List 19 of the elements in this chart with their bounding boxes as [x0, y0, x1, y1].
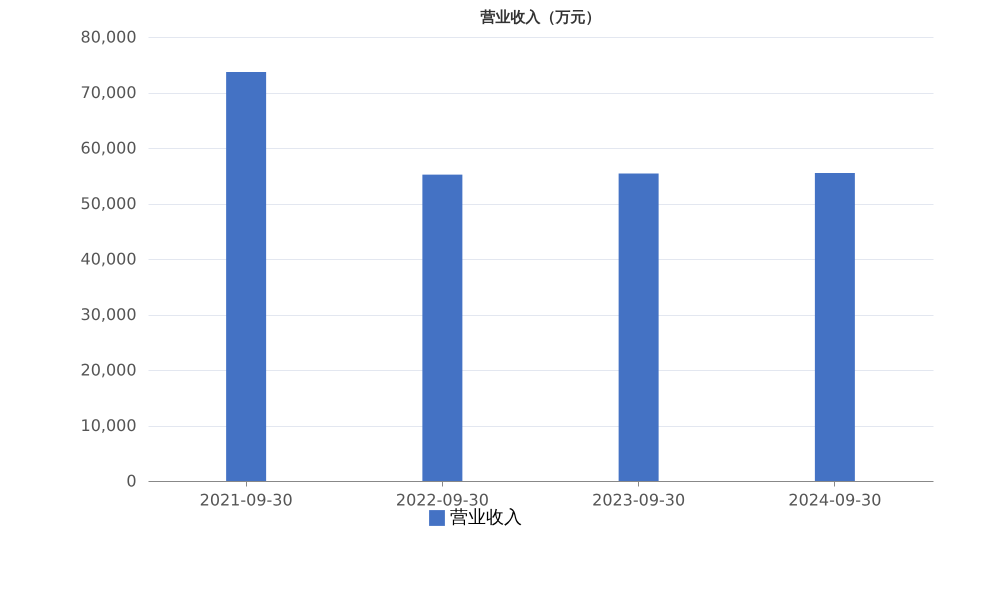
y-tick-label: 70,000 [80, 83, 136, 102]
chart-title: 营业收入（万元） [480, 8, 600, 26]
x-tick-label: 2021-09-30 [200, 490, 293, 510]
x-tick-label: 2022-09-30 [396, 490, 489, 510]
x-tick-label: 2023-09-30 [592, 490, 686, 510]
y-tick-label: 80,000 [80, 28, 136, 46]
y-tick-label: 40,000 [80, 250, 136, 268]
y-tick-label: 10,000 [80, 416, 136, 435]
y-tick-label: 50,000 [80, 194, 136, 213]
bar [814, 172, 855, 481]
legend-label: 营业收入 [450, 507, 522, 528]
y-tick-label: 0 [126, 472, 136, 490]
y-tick-label: 30,000 [80, 305, 136, 324]
bar [226, 72, 266, 481]
y-tick-label: 60,000 [80, 138, 136, 158]
bar [422, 174, 462, 481]
y-tick-label: 20,000 [80, 360, 136, 380]
x-tick-label: 2024-09-30 [788, 490, 882, 510]
bar [618, 174, 659, 481]
